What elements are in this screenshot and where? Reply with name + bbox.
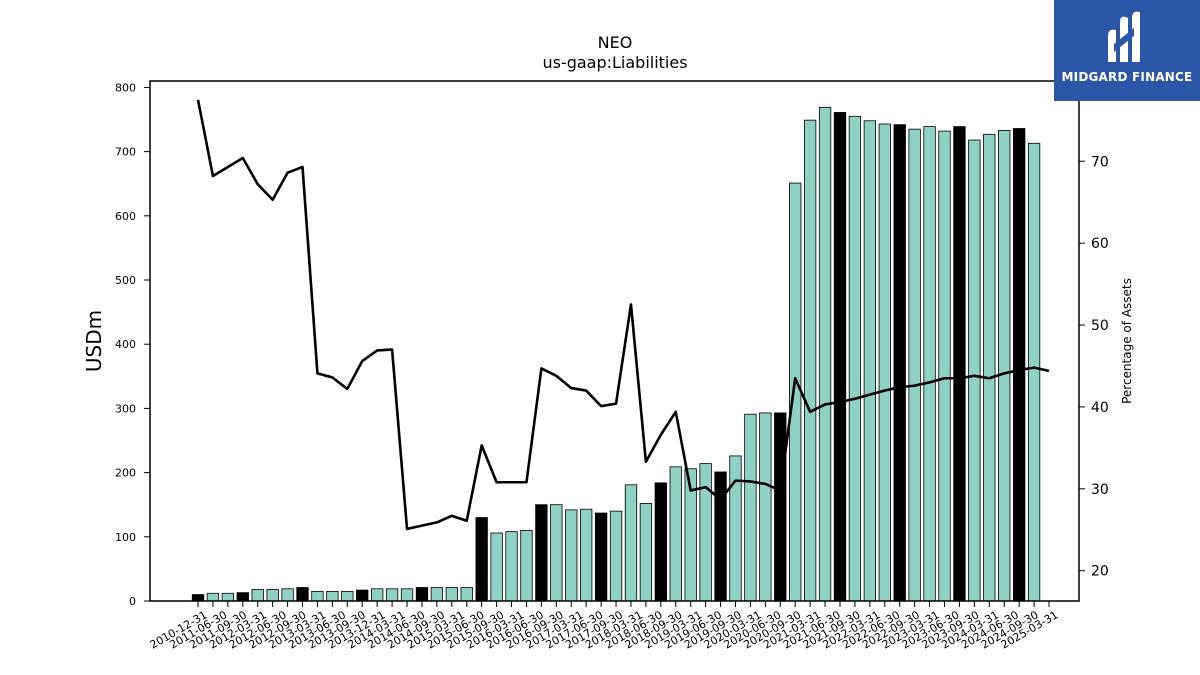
bar: [789, 182, 802, 602]
y-tick-label-right: 70: [1091, 154, 1109, 170]
line-series: [196, 99, 1050, 531]
bar: [520, 529, 533, 602]
bar: [878, 123, 891, 602]
bar: [475, 517, 488, 602]
bar: [833, 112, 847, 602]
bar: [818, 106, 832, 602]
bar: [863, 120, 876, 602]
bar: [1027, 142, 1041, 602]
y-tick-label: 100: [115, 531, 136, 544]
bar: [609, 510, 623, 602]
bar: [983, 133, 996, 602]
y-axis-left: 0 100 200 300 400 500 600 700 800: [115, 81, 150, 608]
y-tick-label: 200: [115, 467, 136, 480]
bar: [430, 587, 444, 602]
bar: [998, 130, 1011, 602]
bar: [803, 119, 817, 602]
y-tick-label: 600: [115, 210, 136, 223]
bar: [296, 587, 309, 602]
bar: [699, 463, 712, 602]
brand-name: MIDGARD FINANCE: [1061, 70, 1193, 84]
bar: [624, 484, 638, 602]
bar: [923, 126, 936, 602]
bar: [191, 594, 205, 602]
logo-icon: [1108, 11, 1140, 63]
bar: [221, 592, 235, 602]
y-tick-label-right: 20: [1091, 564, 1109, 580]
bar: [1013, 128, 1026, 602]
bar: [669, 466, 682, 602]
bar: [460, 587, 473, 602]
y-tick-label: 0: [129, 595, 136, 608]
bar: [356, 589, 369, 602]
bar: [744, 413, 757, 602]
bar: [415, 587, 429, 602]
bar: [490, 532, 503, 602]
bar: [654, 482, 667, 602]
y-tick-label: 800: [115, 81, 136, 94]
chart-title: NEO: [598, 33, 633, 52]
bar-series: [191, 106, 1041, 602]
bar: [893, 124, 906, 602]
bar: [729, 455, 742, 602]
line-path: [196, 99, 1050, 531]
bar: [639, 503, 653, 602]
bar: [251, 589, 264, 602]
bar: [848, 115, 862, 602]
bar: [938, 130, 951, 602]
bar: [908, 128, 921, 602]
bar: [759, 412, 772, 602]
bar: [535, 504, 548, 602]
y-tick-label: 300: [115, 402, 136, 415]
bar: [341, 590, 354, 602]
bar: [565, 509, 578, 602]
bar: [550, 504, 563, 602]
y-tick-label: 700: [115, 146, 136, 159]
chart-subtitle: us-gaap:Liabilities: [542, 53, 687, 72]
bar: [714, 471, 727, 602]
bar: [281, 588, 294, 602]
y-axis-label-right: Percentage of Assets: [1120, 278, 1134, 404]
y-tick-label-right: 50: [1091, 318, 1109, 334]
bar: [311, 590, 324, 602]
bar: [236, 592, 249, 602]
bar: [371, 588, 384, 602]
bar: [594, 512, 608, 602]
y-axis-label-left: USDm: [82, 310, 106, 372]
bar: [580, 508, 593, 602]
y-tick-label: 500: [115, 274, 136, 287]
bar: [385, 588, 399, 602]
plot-frame: [149, 80, 1080, 602]
bar: [774, 412, 787, 602]
bar: [206, 592, 220, 602]
y-tick-label-right: 60: [1091, 236, 1109, 252]
bar: [266, 589, 279, 602]
y-tick-label-right: 40: [1091, 400, 1109, 416]
y-axis-right: 20 30 40 50 60 70: [1079, 154, 1109, 580]
y-tick-label: 400: [115, 338, 136, 351]
bar: [400, 588, 414, 602]
brand-logo: MIDGARD FINANCE: [1054, 0, 1200, 101]
bar: [445, 587, 458, 602]
y-tick-label-right: 30: [1091, 482, 1109, 498]
bar: [953, 126, 966, 602]
x-axis: 2010-12-312011-06-302011-09-302012-03-31…: [148, 601, 1061, 652]
bar: [326, 590, 339, 602]
bar: [968, 139, 981, 602]
bar: [505, 531, 518, 602]
